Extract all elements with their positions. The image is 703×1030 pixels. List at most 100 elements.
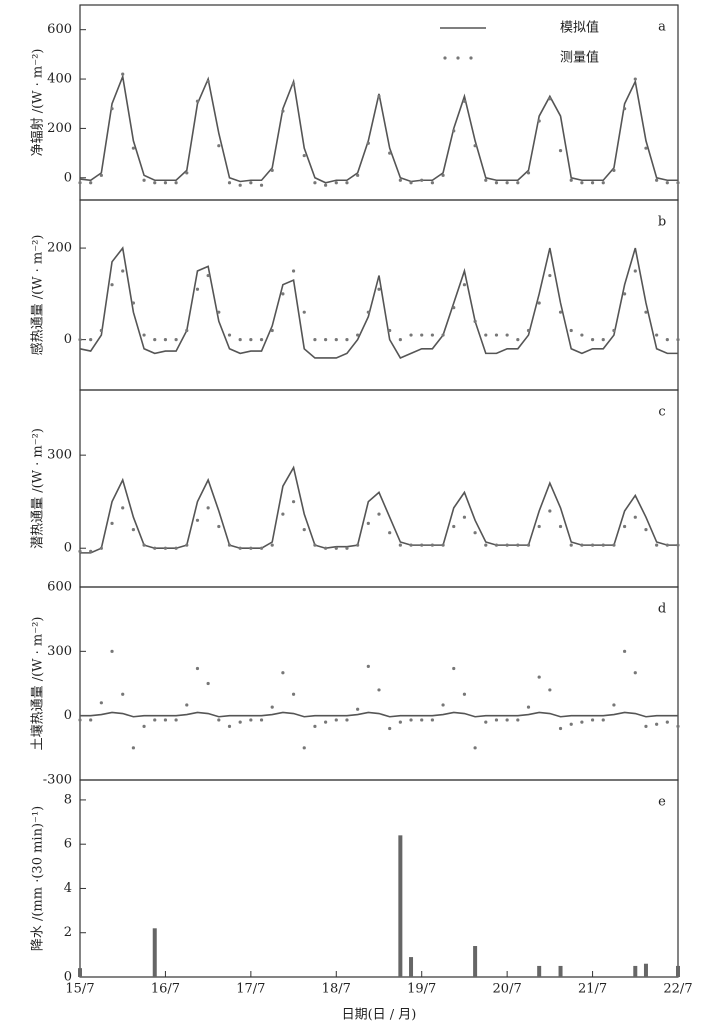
- measured-point: [313, 338, 317, 342]
- measured-point: [366, 141, 370, 145]
- measured-point: [441, 703, 445, 707]
- x-axis-label: 日期(日 / 月): [342, 1008, 417, 1023]
- y-tick-label: 200: [47, 241, 72, 256]
- measured-point: [623, 524, 627, 529]
- measured-point: [121, 72, 125, 76]
- measured-point: [78, 181, 82, 185]
- measured-point: [291, 692, 296, 696]
- measured-point: [313, 181, 317, 185]
- measured-point: [206, 506, 210, 510]
- measured-point: [473, 531, 477, 535]
- measured-point: [590, 718, 595, 722]
- measured-point: [163, 338, 168, 342]
- x-tick-label: 18/7: [322, 982, 351, 997]
- measured-point: [131, 146, 135, 150]
- y-axis-label: 感热通量 /(W · m⁻²): [30, 235, 46, 356]
- measured-point: [142, 724, 146, 728]
- precipitation-bar: [398, 835, 403, 977]
- y-tick-label: 0: [64, 708, 72, 723]
- measured-point: [334, 181, 338, 185]
- measured-point: [142, 178, 146, 182]
- precipitation-bar: [78, 968, 82, 977]
- measured-point: [665, 543, 669, 547]
- measured-point: [633, 269, 637, 273]
- measured-point: [89, 718, 93, 722]
- measured-point: [569, 328, 573, 333]
- measured-point: [99, 328, 103, 333]
- measured-point: [473, 746, 477, 750]
- measured-point: [494, 543, 499, 547]
- measured-point: [494, 181, 499, 185]
- measured-point: [238, 720, 242, 724]
- measured-point: [89, 549, 93, 553]
- measured-point: [462, 283, 467, 287]
- measured-point: [388, 151, 392, 155]
- x-tick-label: 20/7: [493, 982, 522, 997]
- measured-point: [163, 181, 168, 185]
- measured-point: [206, 273, 210, 278]
- measured-point: [601, 543, 605, 547]
- measured-point: [153, 546, 157, 550]
- measured-point: [558, 726, 563, 731]
- x-tick-label: 17/7: [236, 982, 265, 997]
- measured-point: [612, 543, 616, 547]
- measured-point: [505, 333, 509, 337]
- measured-point: [281, 512, 285, 516]
- measured-point: [580, 333, 584, 337]
- panel-letter: d: [658, 602, 666, 617]
- measured-point: [217, 310, 221, 314]
- measured-point: [388, 328, 392, 333]
- panel-letter: e: [658, 795, 666, 810]
- measured-point: [174, 181, 178, 185]
- measured-point: [462, 99, 467, 103]
- precipitation-bar: [558, 965, 563, 977]
- measured-point: [601, 718, 605, 722]
- legend-label: 测量值: [560, 50, 599, 66]
- measured-point: [644, 724, 648, 728]
- y-tick-label: 0: [64, 970, 72, 985]
- panel-letter: a: [658, 20, 666, 35]
- measured-point: [356, 707, 360, 711]
- measured-point: [516, 181, 520, 185]
- measured-point: [121, 506, 125, 510]
- measured-point: [110, 107, 114, 111]
- measured-point: [153, 181, 157, 185]
- measured-point: [78, 338, 82, 342]
- measured-point: [163, 546, 168, 550]
- measured-point: [377, 512, 381, 516]
- legend-marker: [443, 56, 447, 60]
- measured-point: [217, 144, 221, 148]
- measured-point: [99, 173, 103, 177]
- measured-point: [281, 109, 285, 113]
- measured-point: [537, 524, 541, 529]
- x-tick-label: 21/7: [578, 982, 607, 997]
- measured-point: [537, 301, 541, 305]
- measured-point: [644, 528, 648, 532]
- measured-point: [227, 543, 232, 547]
- measured-point: [324, 546, 328, 550]
- measured-point: [537, 675, 541, 679]
- y-tick-label: 400: [47, 72, 72, 87]
- measured-point: [131, 528, 135, 532]
- measured-point: [398, 338, 402, 342]
- measured-point: [99, 701, 103, 705]
- measured-point: [185, 171, 189, 175]
- measured-point: [249, 546, 253, 550]
- measured-point: [665, 181, 669, 185]
- measured-point: [633, 515, 637, 519]
- measured-point: [345, 718, 349, 722]
- measured-point: [324, 338, 328, 342]
- measured-point: [441, 173, 445, 177]
- measured-point: [430, 333, 434, 337]
- measured-point: [388, 726, 392, 731]
- x-tick-label: 19/7: [407, 982, 436, 997]
- measured-point: [676, 338, 680, 342]
- measured-point: [377, 94, 381, 98]
- measured-point: [174, 718, 178, 722]
- precipitation-bar: [409, 957, 414, 977]
- measured-point: [206, 681, 210, 686]
- simulated-line: [80, 711, 678, 718]
- measured-point: [590, 543, 595, 547]
- measured-point: [259, 546, 264, 550]
